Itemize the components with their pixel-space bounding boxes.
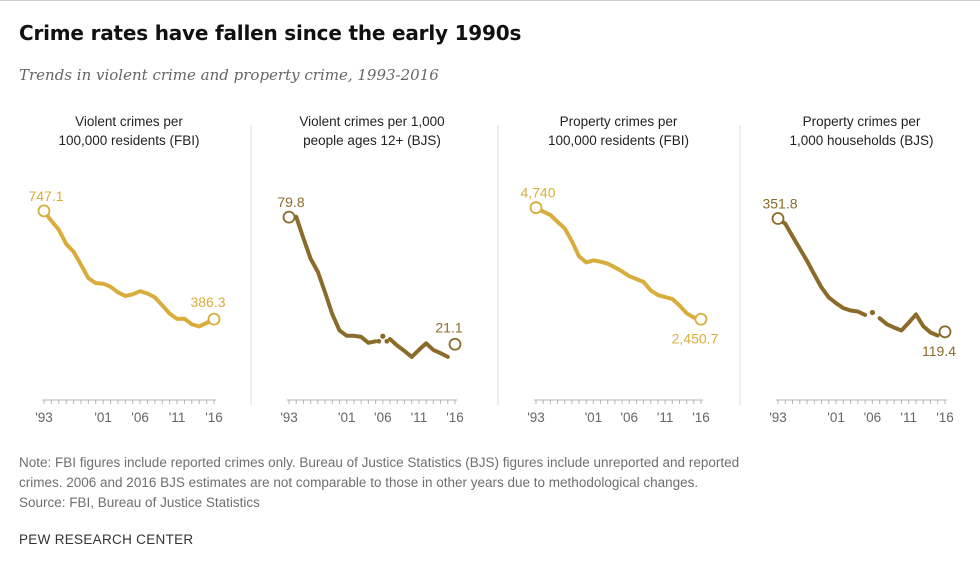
panel-2-start-label: 79.8 — [277, 194, 304, 210]
panel-1-end-label: 386.3 — [190, 294, 225, 310]
panel-2-end-label: 21.1 — [435, 319, 462, 335]
panel-4-end-marker — [938, 325, 952, 339]
panel-4-tick-label-11: '11 — [900, 410, 917, 425]
panel-4-tick-label-93: '93 — [769, 410, 787, 425]
panel-3-start-marker — [529, 201, 543, 215]
panel-4-title-line-1: Property crimes per — [803, 114, 921, 129]
panel-1-start-label: 747.1 — [28, 188, 63, 204]
source-line: Source: FBI, Bureau of Justice Statistic… — [19, 495, 260, 510]
panel-2-point-2006-aux-2 — [384, 338, 390, 344]
panel-1-end-marker — [207, 312, 221, 326]
panel-2-end-marker — [448, 337, 462, 351]
panel-3-tick-label-93: '93 — [527, 410, 545, 425]
pew-credit: PEW RESEARCH CENTER — [19, 532, 194, 547]
chart-subtitle: Trends in violent crime and property cri… — [19, 66, 439, 84]
panel-4-end-label: 119.4 — [922, 343, 956, 359]
panel-2-tick-label-06: '06 — [374, 410, 392, 425]
panel-3-tick-label-16: '16 — [692, 410, 710, 425]
panel-1-title-line-1: Violent crimes per — [75, 114, 183, 129]
panel-2-tick-label-16: '16 — [446, 410, 464, 425]
panel-3-end-marker — [694, 312, 708, 326]
panel-4-tick-label-06: '06 — [864, 410, 882, 425]
panel-1-tick-label-16: '16 — [205, 410, 223, 425]
top-rule — [0, 0, 980, 1]
panel-2-start-marker — [282, 210, 296, 224]
panel-3-title-line-1: Property crimes per — [560, 114, 678, 129]
panel-4-tick-label-01: '01 — [827, 410, 845, 425]
panel-4-title-line-2: 1,000 households (BJS) — [789, 133, 933, 148]
panel-4-series-line-1 — [776, 216, 868, 317]
chart-title: Crime rates have fallen since the early … — [19, 21, 522, 45]
panel-3-tick-label-01: '01 — [585, 410, 603, 425]
note-line-2: crimes. 2006 and 2016 BJS estimates are … — [19, 475, 699, 490]
panel-3-start-label: 4,740 — [520, 185, 555, 201]
panel-1-series-line-1 — [42, 208, 216, 329]
small-multiples-chart: Violent crimes per 100,000 residents (FBI… — [28, 114, 956, 425]
panel-3-title-line-2: 100,000 residents (FBI) — [548, 133, 689, 148]
panel-2-title-line-2: people ages 12+ (BJS) — [303, 133, 441, 148]
panel-1-title-line-2: 100,000 residents (FBI) — [58, 133, 199, 148]
panel-3-tick-label-11: '11 — [657, 410, 674, 425]
panel-1-tick-label-11: '11 — [169, 410, 186, 425]
panel-3-end-label: 2,450.7 — [672, 330, 719, 346]
chart-note: Note: FBI figures include reported crime… — [19, 453, 959, 513]
panel-4-start-marker — [771, 212, 785, 225]
panel-2-point-2006-aux-1 — [376, 338, 382, 344]
panel-4-series-line-2 — [877, 312, 940, 338]
panel-3-tick-label-06: '06 — [620, 410, 638, 425]
panel-4-start-label: 351.8 — [762, 195, 797, 211]
panel-1-start-marker — [37, 204, 51, 218]
panel-2-series-line-1 — [287, 214, 378, 345]
panel-2-tick-label-93: '93 — [280, 410, 298, 425]
panel-4-tick-label-16: '16 — [936, 410, 954, 425]
panel-1-tick-label-01: '01 — [94, 410, 112, 425]
panel-2-tick-label-01: '01 — [338, 410, 356, 425]
note-line-1: Note: FBI figures include reported crime… — [19, 455, 740, 470]
panel-2-point-2006 — [380, 333, 386, 339]
panel-3-series-line-1 — [534, 205, 703, 322]
panel-2-series-line-2 — [388, 337, 450, 359]
panel-1-tick-label-06: '06 — [131, 410, 149, 425]
panel-1-tick-label-93: '93 — [35, 410, 53, 425]
panel-4-point-2006 — [869, 309, 875, 316]
panel-2-title-line-1: Violent crimes per 1,000 — [299, 114, 444, 129]
panel-2-tick-label-11: '11 — [411, 410, 428, 425]
